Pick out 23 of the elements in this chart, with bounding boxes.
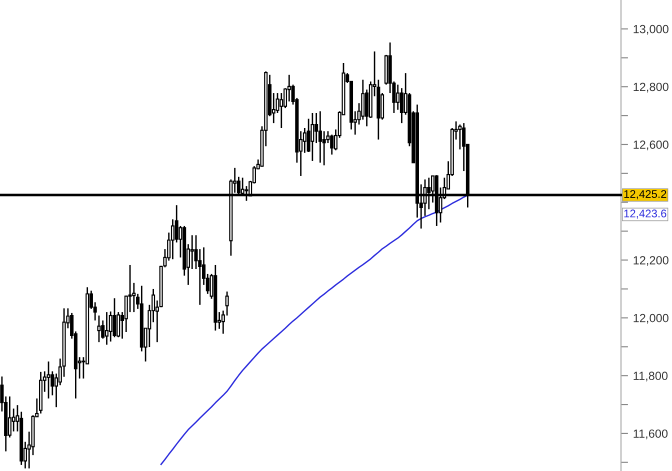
candlestick bbox=[318, 110, 322, 164]
ref-line-label: 12,425.2 bbox=[624, 190, 666, 200]
candlestick bbox=[8, 396, 12, 438]
text: 12,423.6 bbox=[624, 210, 666, 219]
y-tick-label: 12,600 bbox=[634, 140, 668, 150]
candlestick bbox=[46, 360, 50, 400]
candlestick bbox=[280, 92, 284, 129]
y-tick-label: 12,000 bbox=[634, 314, 668, 324]
y-tick-label: 11,800 bbox=[634, 372, 668, 382]
y-tick-label: 13,000 bbox=[634, 24, 668, 35]
candlestick bbox=[97, 314, 101, 343]
y-tick-label: 11,600 bbox=[634, 429, 668, 440]
candlestick bbox=[112, 298, 116, 338]
candlestick bbox=[330, 134, 334, 156]
candlestick bbox=[310, 112, 314, 162]
candlestick bbox=[104, 311, 108, 346]
line-series bbox=[160, 194, 468, 466]
y-tick-label: 12,200 bbox=[634, 256, 668, 266]
candlestick bbox=[361, 79, 365, 120]
candlestick bbox=[108, 310, 112, 342]
candlestick bbox=[190, 234, 194, 270]
candlestick bbox=[396, 84, 400, 110]
y-tick-label: 12,800 bbox=[634, 82, 668, 92]
